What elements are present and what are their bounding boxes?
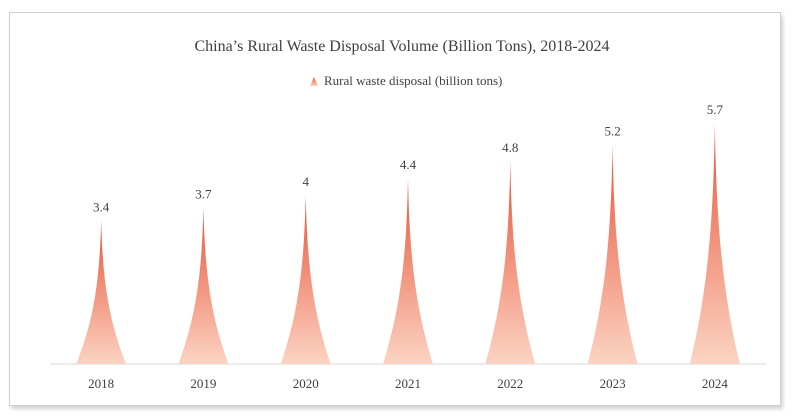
legend: Rural waste disposal (billion tons) xyxy=(310,73,502,88)
x-tick-label-2023: 2023 xyxy=(600,376,626,391)
x-tick-label-2019: 2019 xyxy=(190,376,216,391)
legend-label: Rural waste disposal (billion tons) xyxy=(324,73,502,88)
chart-title: China’s Rural Waste Disposal Volume (Bil… xyxy=(194,38,609,55)
bar-2021 xyxy=(383,178,433,364)
x-tick-label-2020: 2020 xyxy=(293,376,319,391)
bar-2019 xyxy=(178,207,229,364)
data-label-2021: 4.4 xyxy=(400,157,417,172)
bar-2020 xyxy=(280,194,331,364)
x-tick-label-2022: 2022 xyxy=(497,376,523,391)
x-tick-label-2024: 2024 xyxy=(702,376,729,391)
data-label-2018: 3.4 xyxy=(93,199,110,214)
x-tick-label-2018: 2018 xyxy=(88,376,114,391)
data-label-2023: 5.2 xyxy=(604,123,620,138)
data-label-2024: 5.7 xyxy=(707,102,724,117)
data-label-2020: 4 xyxy=(302,174,309,189)
bar-2024 xyxy=(689,123,740,365)
bar-2023 xyxy=(587,144,638,364)
bar-2022 xyxy=(485,161,536,364)
legend-marker-icon xyxy=(310,77,318,86)
bars-group xyxy=(76,123,740,365)
data-labels-group: 3.4 3.7 4 4.4 4.8 5.2 5.7 xyxy=(93,102,723,214)
data-label-2022: 4.8 xyxy=(502,140,518,155)
x-tick-labels-group: 2018 2019 2020 2021 2022 2023 2024 xyxy=(88,376,728,391)
x-tick-label-2021: 2021 xyxy=(395,376,421,391)
data-label-2019: 3.7 xyxy=(195,187,212,202)
bar-2018 xyxy=(76,220,127,364)
